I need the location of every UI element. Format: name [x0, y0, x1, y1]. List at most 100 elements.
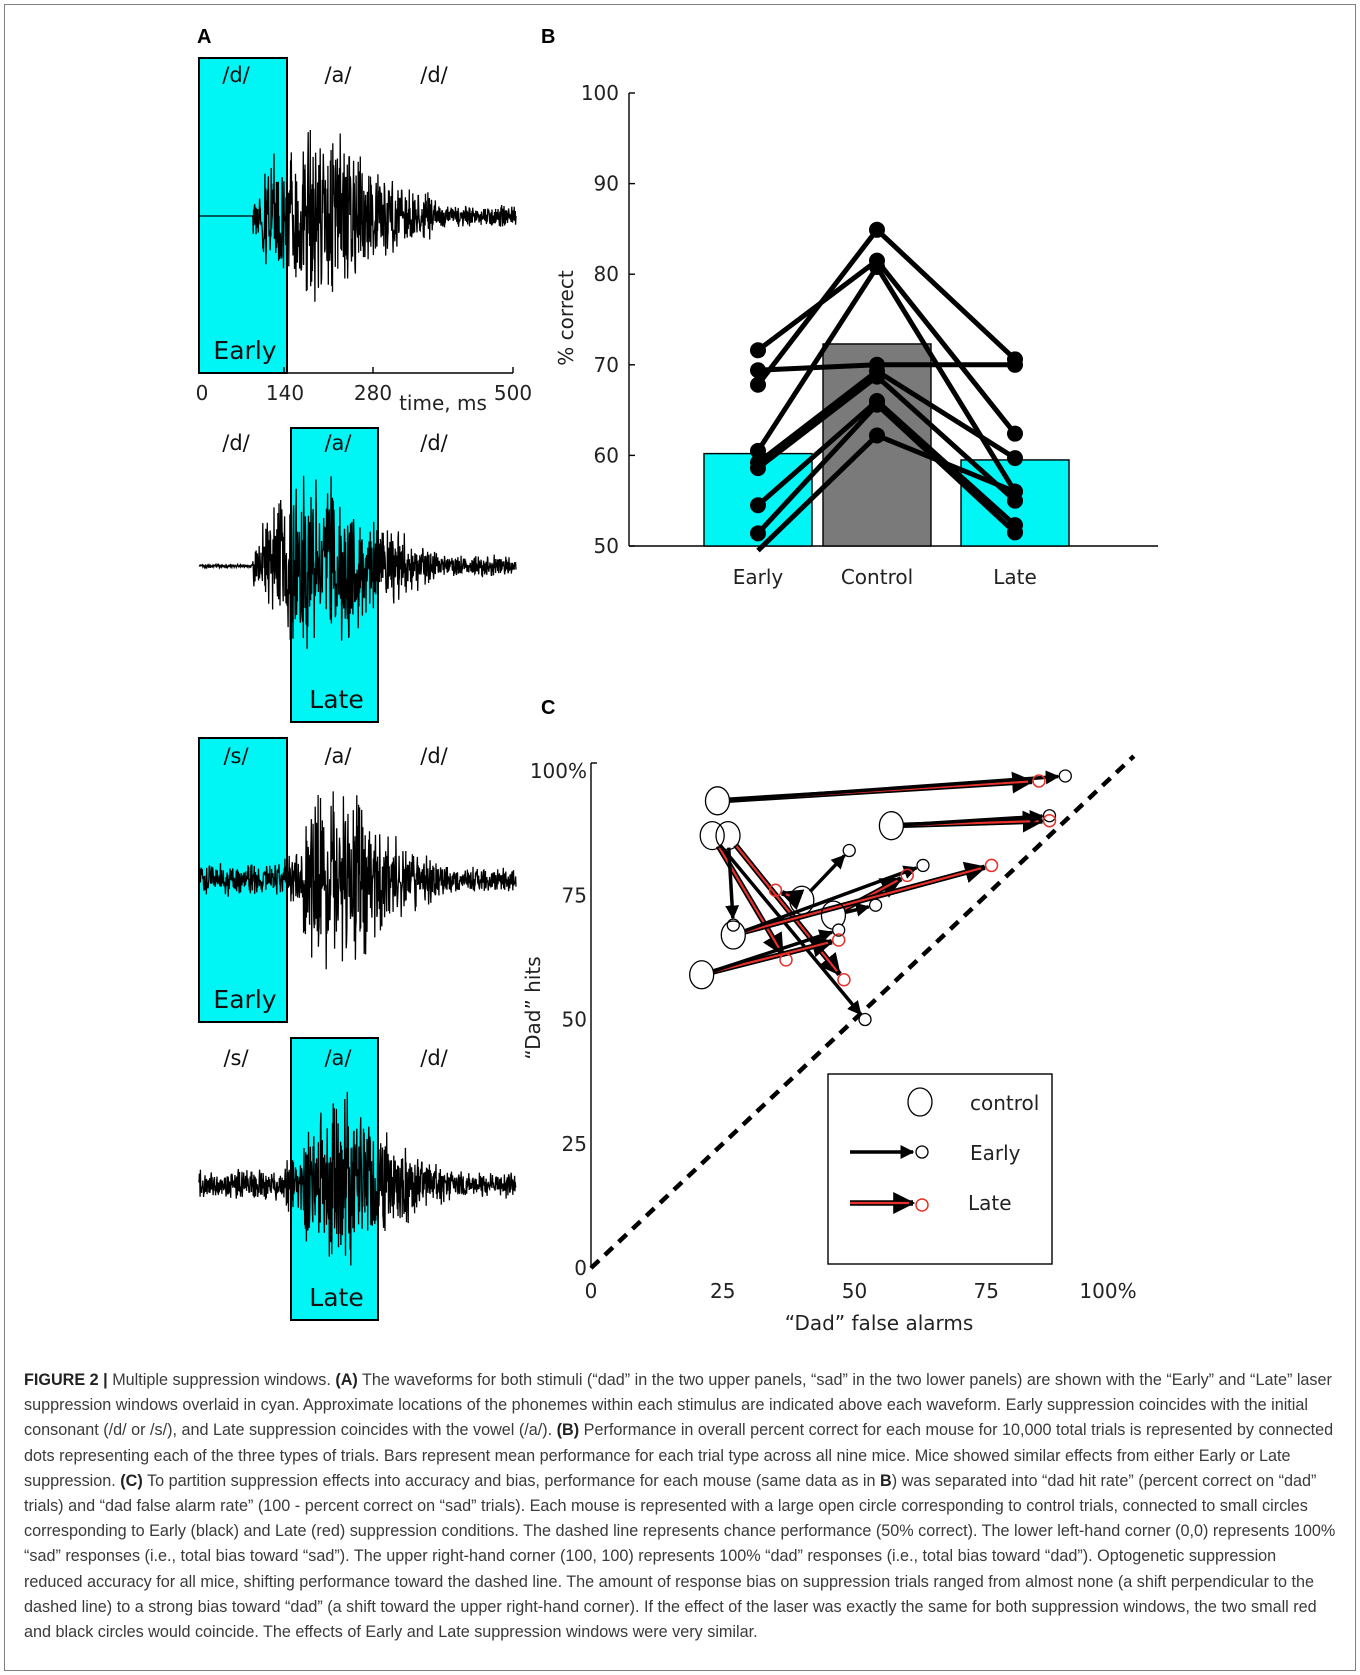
- y-tick-label: 90: [594, 172, 619, 196]
- x-tick-label: 50: [842, 1279, 867, 1303]
- early-arrow: [712, 929, 834, 973]
- panel-a: A /d/ /a/ /d/Early/d/ /a/ /d/Late/s/ /a/ /d/Ea…: [196, 26, 532, 1321]
- window-label: Late: [309, 685, 363, 714]
- mouse-point: [750, 525, 766, 542]
- y-tick-label: 50: [562, 1008, 587, 1032]
- control-circle: [789, 885, 815, 915]
- mouse-point: [750, 460, 766, 477]
- panel-a-label: A: [197, 26, 211, 48]
- time-tick-280: 280: [354, 381, 392, 405]
- time-tick-0: 0: [196, 381, 209, 405]
- x-tick-label: Control: [841, 565, 913, 589]
- mouse-point: [1007, 483, 1023, 500]
- x-axis-label: “Dad” false alarms: [785, 1311, 974, 1335]
- mouse-point: [869, 427, 885, 444]
- phoneme-label: /s/: [223, 744, 249, 768]
- control-circle: [715, 820, 741, 851]
- figure-frame: [4, 4, 1356, 1671]
- legend-early-circle: [915, 1145, 929, 1159]
- panel-b-chart: 50 60 70 80 90 100 % correct Early Control Late: [554, 81, 1158, 589]
- legend-label-late: Late: [968, 1191, 1012, 1215]
- legend-label-early: Early: [970, 1141, 1021, 1165]
- time-axis-label: time, ms: [399, 391, 487, 415]
- late-arrow: [744, 867, 982, 933]
- y-tick-label: 50: [594, 534, 619, 558]
- late-circle: [831, 933, 846, 947]
- early-arrow: [718, 843, 862, 1016]
- late-arrow: [713, 941, 829, 973]
- legend-box: [827, 1073, 1053, 1265]
- phoneme-label: /a/: [324, 431, 352, 455]
- mouse-point: [750, 376, 766, 393]
- mouse-point: [1007, 450, 1023, 467]
- mouse-point: [750, 442, 766, 459]
- waveform-trace: [198, 1091, 517, 1266]
- phoneme-label: /a/: [324, 1046, 352, 1070]
- x-tick-label: 0: [585, 1279, 598, 1303]
- early-arrow: [808, 854, 846, 893]
- late-circle: [1032, 774, 1046, 788]
- caption-part-c-label: (C): [120, 1471, 143, 1490]
- panel-a-content: /d/ /a/ /d/Early/d/ /a/ /d/Late/s/ /a/ /d/Earl…: [198, 57, 517, 1321]
- waveform-trace: [198, 475, 517, 650]
- early-circle: [832, 923, 846, 937]
- mouse-point: [750, 497, 766, 514]
- mouse-point: [869, 258, 885, 275]
- early-circle: [858, 1012, 872, 1027]
- early-circle: [1042, 809, 1057, 823]
- panel-c-chart: 0 25 50 75 100% 0 25 50 75 100% “Dad” false alarms…: [521, 754, 1137, 1335]
- late-circle: [779, 953, 793, 967]
- control-circle: [699, 820, 725, 851]
- mouse-point: [750, 342, 766, 359]
- x-tick-label: 25: [710, 1279, 735, 1303]
- panel-c-label: C: [541, 697, 555, 719]
- x-tick-label: Late: [993, 565, 1037, 589]
- mouse-point: [869, 368, 885, 385]
- chance-line: [589, 754, 1136, 1270]
- y-tick-label: 70: [594, 353, 619, 377]
- caption-part-b-label: (B): [556, 1421, 580, 1440]
- figure-2: A /d/ /a/ /d/Early/d/ /a/ /d/Late/s/ /a/ /d/Ea…: [196, 26, 1158, 1335]
- y-tick-label: 80: [594, 262, 619, 286]
- late-circle: [837, 972, 851, 987]
- waveform-panel-4: /s/ /a/ /d/Late: [198, 1037, 517, 1321]
- control-circle: [704, 786, 731, 816]
- time-tick-500: 500: [494, 381, 532, 405]
- window-label: Late: [309, 1283, 363, 1312]
- y-axis-label: % correct: [554, 270, 578, 366]
- mouse-point: [869, 221, 885, 238]
- late-circle: [1042, 813, 1057, 828]
- mouse-point: [1007, 351, 1023, 368]
- phoneme-label: /d/: [420, 1046, 448, 1070]
- mouse-point: [1007, 524, 1023, 541]
- early-arrow: [743, 865, 918, 933]
- phoneme-label: /a/: [324, 744, 352, 768]
- phoneme-label: /a/: [324, 63, 352, 87]
- control-circle: [689, 960, 715, 990]
- panel-c: C 0 25 50 75 100% 0 25 50 75 100% “Dad” false alar…: [521, 697, 1137, 1335]
- early-arrow: [844, 902, 871, 917]
- waveform-panel-2: /d/ /a/ /d/Late: [198, 427, 517, 723]
- early-circle: [842, 843, 856, 858]
- figure-caption: FIGURE 2 | Multiple suppression windows.…: [24, 1368, 1339, 1645]
- y-tick-label: 25: [562, 1132, 587, 1156]
- legend-late-circle: [915, 1198, 929, 1212]
- x-tick-label: 75: [974, 1279, 999, 1303]
- early-arrow: [725, 847, 740, 920]
- early-circle: [1058, 769, 1072, 783]
- mouse-point: [869, 396, 885, 413]
- phoneme-label: /d/: [420, 744, 448, 768]
- phoneme-label: /d/: [420, 431, 448, 455]
- waveform-trace: [198, 791, 517, 970]
- early-arrow: [903, 809, 1044, 827]
- legend-control-circle: [907, 1087, 933, 1117]
- caption-title: Multiple suppression windows.: [112, 1371, 331, 1389]
- early-circle: [868, 898, 883, 912]
- mouse-point: [1007, 425, 1023, 442]
- early-circle: [916, 858, 930, 873]
- control-circle: [720, 920, 746, 950]
- panel-a-time-axis: 0 140 280 500 time, ms: [196, 367, 532, 415]
- caption-part-a-label: (A): [335, 1371, 358, 1389]
- late-circle: [768, 883, 783, 898]
- legend-label-control: control: [970, 1091, 1039, 1115]
